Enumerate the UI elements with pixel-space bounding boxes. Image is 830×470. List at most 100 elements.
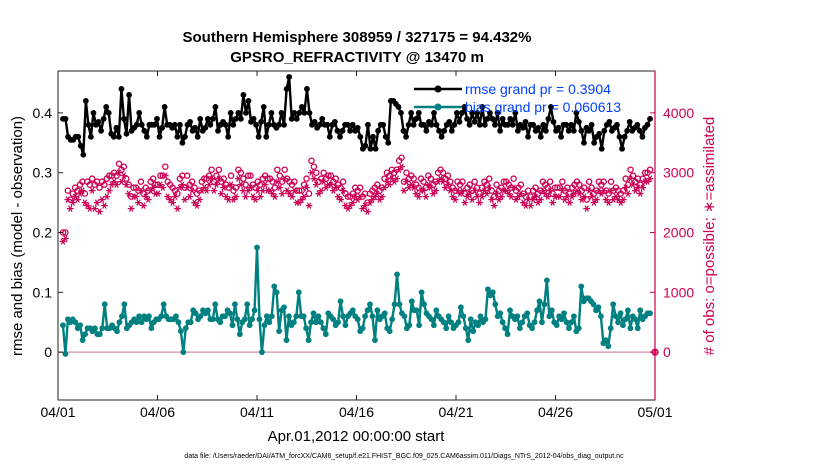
bias-point (359, 325, 366, 332)
rmse-point (98, 127, 104, 134)
obs-assimilated-point (305, 202, 313, 209)
obs-assimilated-point (159, 184, 167, 191)
asterisk-stroke (513, 196, 519, 203)
obs-assimilated-point (541, 190, 549, 197)
obs-assimilated-point (93, 199, 101, 206)
obs-possible-point (120, 163, 128, 170)
rmse-point (296, 109, 303, 116)
bias-point (175, 319, 182, 326)
rmse-point (90, 109, 97, 116)
rmse-point (415, 109, 422, 116)
asterisk-stroke (543, 190, 548, 197)
bias-point (548, 307, 555, 314)
asterisk-stroke (606, 199, 611, 206)
bias-point (340, 313, 346, 320)
asterisk-stroke (165, 193, 170, 200)
obs-possible-point (106, 172, 113, 179)
asterisk-stroke (550, 199, 555, 206)
asterisk-stroke (647, 175, 653, 182)
obs-assimilated-point (354, 196, 362, 203)
rmse-point (215, 127, 221, 134)
asterisk-stroke (567, 199, 572, 206)
asterisk-stroke (282, 175, 287, 182)
obs-assimilated-point (66, 205, 74, 212)
obs-assimilated-point (390, 178, 398, 185)
rmse-point (598, 145, 605, 152)
bias-point (421, 301, 427, 308)
obs-assimilated-point (437, 175, 444, 182)
rmse-point (77, 142, 84, 149)
bias-point (177, 328, 184, 335)
bias-point (259, 349, 265, 356)
asterisk-stroke (214, 181, 219, 188)
obs-possible-point (373, 181, 381, 188)
rmse-point (276, 121, 282, 128)
axes: 04/01 04/06 04/11 04/16 04/21 04/26 05/01 0 0.1 0… (33, 71, 694, 420)
asterisk-stroke (621, 196, 626, 203)
obs-assimilated-point (329, 187, 337, 194)
bias-point (293, 313, 300, 320)
bias-point (251, 307, 258, 314)
obs-assimilated-point (144, 196, 152, 203)
asterisk-stroke (311, 175, 317, 182)
bias-point (465, 337, 472, 344)
asterisk-stroke (158, 181, 163, 188)
bias-point (536, 298, 543, 305)
asterisk-stroke (540, 187, 546, 194)
asterisk-stroke (219, 190, 224, 197)
asterisk-stroke (357, 193, 363, 200)
bias-point (492, 301, 499, 308)
obs-assimilated-point (59, 238, 67, 245)
obs-assimilated-point (256, 193, 264, 200)
bias-point (504, 331, 511, 338)
bias-point (394, 271, 400, 278)
bias-point (622, 316, 629, 323)
bias-point (268, 313, 275, 320)
obs-assimilated-point (483, 190, 491, 197)
obs-assimilated-point (298, 196, 306, 203)
rmse-point (243, 109, 249, 116)
asterisk-stroke (92, 205, 97, 212)
obs-assimilated-point (220, 184, 228, 191)
bias-point (136, 313, 143, 320)
asterisk-stroke (309, 169, 314, 176)
obs-assimilated-point (476, 199, 483, 206)
obs-assimilated-point (575, 190, 583, 197)
asterisk-stroke (223, 193, 229, 200)
obs-assimilated-point (359, 205, 366, 212)
bias-point (647, 310, 653, 317)
asterisk-stroke (160, 184, 166, 191)
obs-assimilated-point (456, 190, 464, 197)
bias-point (92, 325, 98, 332)
asterisk-stroke (382, 184, 387, 191)
rmse-point (176, 121, 183, 128)
asterisk-stroke (467, 190, 472, 197)
asterisk-stroke (192, 199, 197, 206)
y-tick-label-left: 0.1 (33, 284, 53, 300)
rmse-point (456, 118, 463, 125)
asterisk-stroke (180, 181, 185, 188)
obs-assimilated-point (96, 208, 103, 215)
y-tick-label-right: 3000 (663, 165, 694, 181)
asterisk-stroke (616, 196, 621, 203)
obs-assimilated-point (252, 196, 259, 203)
asterisk-stroke (360, 205, 365, 212)
asterisk-stroke (450, 193, 455, 200)
asterisk-stroke (197, 196, 202, 203)
obs-assimilated-point (439, 178, 447, 185)
obs-possible-point (500, 178, 508, 185)
bias-point (335, 319, 341, 326)
obs-possible-point (576, 181, 583, 188)
obs-assimilated-point (188, 187, 196, 194)
rmse-point (240, 92, 247, 98)
bias-point (266, 319, 273, 326)
asterisk-stroke (372, 193, 377, 200)
obs-assimilated-point (312, 181, 320, 188)
bias-point (320, 325, 327, 332)
obs-possible-point (276, 172, 284, 179)
bias-point (416, 322, 423, 329)
asterisk-stroke (482, 187, 487, 194)
obs-assimilated-point (461, 199, 469, 206)
obs-assimilated-point (600, 187, 608, 194)
rmse-point (311, 118, 318, 125)
